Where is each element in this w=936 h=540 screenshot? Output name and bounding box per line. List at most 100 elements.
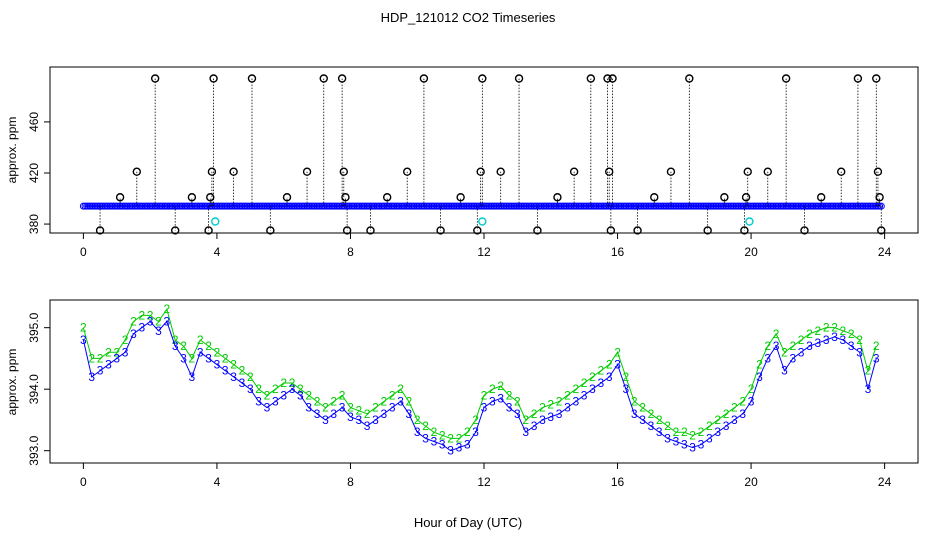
y-tick-label: 393.0 — [27, 435, 41, 465]
top-y-axis-label: approx. ppm — [5, 117, 19, 184]
series-point-2: 2 — [789, 339, 796, 353]
series-point-3: 3 — [514, 407, 521, 421]
cyan-point — [211, 217, 220, 226]
series-point-2: 2 — [330, 394, 337, 408]
series-point-2: 2 — [606, 358, 613, 372]
series-point-3: 3 — [397, 394, 404, 408]
series-point-3: 3 — [865, 382, 872, 396]
series-point-3: 3 — [230, 370, 237, 384]
series-point-3: 3 — [656, 425, 663, 439]
series-point-2: 2 — [689, 428, 696, 442]
series-point-3: 3 — [339, 401, 346, 415]
series-point-3: 3 — [197, 345, 204, 359]
spike-point — [875, 193, 884, 202]
series-point-3: 3 — [522, 425, 529, 439]
series-point-3: 3 — [464, 438, 471, 452]
series-point-2: 2 — [205, 339, 212, 353]
spike-point — [666, 167, 676, 176]
series-point-3: 3 — [414, 425, 421, 439]
spike-point — [569, 167, 579, 176]
series-point-2: 2 — [155, 315, 162, 329]
spike-point — [763, 167, 772, 176]
series-point-2: 2 — [764, 339, 771, 353]
series-point-3: 3 — [138, 321, 145, 335]
series-point-3: 3 — [247, 382, 254, 396]
bottom-y-axis-label: approx. ppm — [5, 349, 19, 416]
series-point-3: 3 — [572, 394, 579, 408]
series-point-2: 2 — [180, 339, 187, 353]
series-point-3: 3 — [789, 351, 796, 365]
y-tick-label: 380 — [27, 214, 41, 234]
series-point-3: 3 — [364, 419, 371, 433]
top-panel: approx. ppm 0 4 8 12 16 20 24 380 420 460 — [5, 66, 919, 259]
spike-point — [781, 74, 791, 83]
series-point-3: 3 — [255, 394, 262, 408]
series-point-3: 3 — [848, 339, 855, 353]
series-point-2: 2 — [639, 401, 646, 415]
series-point-2: 2 — [414, 413, 421, 427]
spike-point — [207, 167, 217, 176]
spike-point — [341, 193, 350, 202]
series-point-3: 3 — [280, 388, 287, 402]
series-point-3: 3 — [831, 330, 838, 344]
series-point-3: 3 — [189, 370, 196, 384]
series-point-2: 2 — [230, 358, 237, 372]
series-point-2: 2 — [239, 364, 246, 378]
series-point-3: 3 — [489, 394, 496, 408]
x-tick-label: 20 — [744, 475, 758, 489]
chart-title: HDP_121012 CO2 Timeseries — [381, 10, 556, 25]
series-point-2: 2 — [547, 398, 554, 412]
spike-point — [496, 167, 505, 176]
series-point-2: 2 — [113, 345, 120, 359]
series-point-2: 2 — [748, 382, 755, 396]
spike-point — [603, 74, 612, 83]
series-point-2: 2 — [247, 370, 254, 384]
spike-point — [533, 226, 542, 235]
y-tick-label: 394.0 — [27, 374, 41, 404]
series-point-2: 2 — [289, 376, 296, 390]
series-point-3: 3 — [614, 358, 621, 372]
series-point-3: 3 — [506, 401, 513, 415]
series-point-3: 3 — [681, 438, 688, 452]
spike-point — [606, 226, 616, 235]
series-point-2: 2 — [798, 333, 805, 347]
spike-point — [650, 193, 659, 202]
spike-point — [436, 226, 445, 235]
x-axis-label: Hour of Day (UTC) — [414, 515, 522, 530]
series-point-2: 2 — [681, 425, 688, 439]
series-point-2: 2 — [364, 407, 371, 421]
series-point-3: 3 — [264, 401, 271, 415]
series-point-2: 2 — [339, 388, 346, 402]
series-point-3: 3 — [739, 407, 746, 421]
series-point-2: 2 — [381, 394, 388, 408]
series-point-2: 2 — [706, 419, 713, 433]
series-point-3: 3 — [130, 327, 137, 341]
series-point-3: 3 — [289, 382, 296, 396]
spike-point — [816, 193, 826, 202]
series-point-2: 2 — [347, 401, 354, 415]
x-tick-label: 0 — [80, 245, 87, 259]
series-point-2: 2 — [214, 345, 221, 359]
series-point-2: 2 — [631, 394, 638, 408]
series-point-3: 3 — [164, 315, 171, 329]
spike-point — [229, 167, 238, 176]
spike-point — [877, 226, 886, 235]
cyan-point — [478, 217, 487, 226]
series-point-3: 3 — [422, 431, 429, 445]
spike-point — [586, 74, 596, 83]
spike-point — [456, 193, 465, 202]
x-tick-label: 8 — [347, 475, 354, 489]
series-point-2: 2 — [447, 431, 454, 445]
series-point-3: 3 — [798, 345, 805, 359]
series-point-3: 3 — [155, 324, 162, 338]
series-point-2: 2 — [698, 425, 705, 439]
spike-point — [95, 226, 105, 235]
series-point-3: 3 — [431, 434, 438, 448]
x-tick-label: 4 — [214, 475, 221, 489]
series-point-3: 3 — [214, 358, 221, 372]
series-point-2: 2 — [431, 425, 438, 439]
series-point-3: 3 — [322, 413, 329, 427]
series-point-2: 2 — [648, 407, 655, 421]
series-point-3: 3 — [781, 364, 788, 378]
